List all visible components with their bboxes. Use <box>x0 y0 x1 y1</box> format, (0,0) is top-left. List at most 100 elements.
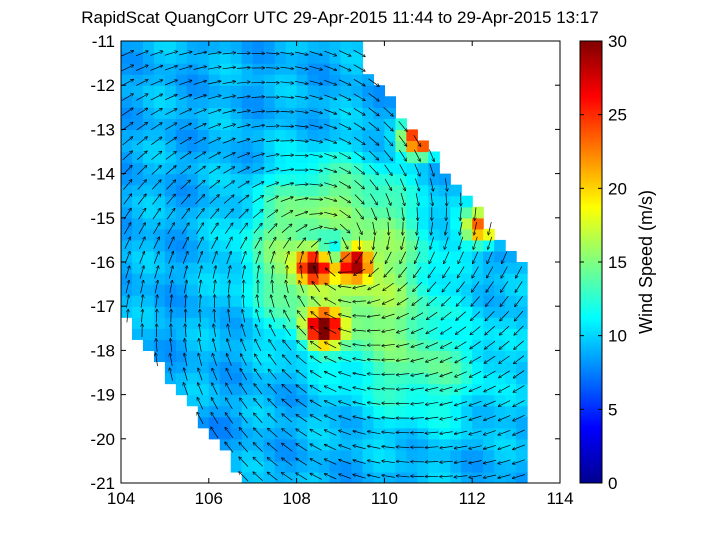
heatmap-cell <box>384 262 396 274</box>
wind-vector <box>283 325 291 337</box>
wind-vector <box>253 223 262 234</box>
heatmap-cell <box>230 74 243 86</box>
wind-vector <box>401 236 405 250</box>
heatmap-cell <box>263 460 276 473</box>
heatmap-cell <box>285 460 298 473</box>
wind-vector <box>167 237 174 249</box>
heatmap-cell <box>274 118 287 130</box>
heatmap-cell <box>307 118 320 130</box>
wind-vector <box>339 166 350 173</box>
heatmap-cell <box>230 449 243 462</box>
heatmap-cell <box>340 206 353 219</box>
heatmap-cell <box>307 239 320 252</box>
heatmap-cell <box>505 339 517 351</box>
wind-vector <box>310 239 321 248</box>
heatmap-cell <box>285 173 298 186</box>
heatmap-cell <box>428 427 440 440</box>
heatmap-cell <box>208 361 221 374</box>
heatmap-cell <box>329 449 342 462</box>
wind-vector <box>324 109 336 115</box>
heatmap-cell <box>175 284 188 296</box>
heatmap-cell <box>406 206 418 219</box>
heatmap-cell <box>329 339 342 351</box>
wind-vector <box>311 327 322 335</box>
wind-vector <box>372 221 375 235</box>
heatmap-cell <box>472 449 484 462</box>
wind-vector <box>136 137 147 146</box>
heatmap-cell <box>175 228 188 241</box>
wind-vector <box>443 266 451 278</box>
heatmap-cell <box>494 449 506 462</box>
heatmap-cell <box>208 184 221 197</box>
wind-vector <box>139 266 144 279</box>
wind-vector <box>498 415 511 421</box>
heatmap-cell <box>472 383 484 396</box>
heatmap-cell <box>428 273 440 285</box>
wind-vector <box>225 413 233 424</box>
heatmap-cell <box>285 129 298 142</box>
heatmap-cell <box>428 438 440 451</box>
heatmap-cell <box>340 107 353 119</box>
wind-vector <box>208 110 220 115</box>
heatmap-cell <box>373 284 385 296</box>
wind-vector <box>513 429 525 435</box>
wind-vector <box>135 65 148 71</box>
heatmap-cell <box>241 118 254 130</box>
heatmap-cell <box>186 317 199 329</box>
heatmap-cell <box>197 63 210 75</box>
heatmap-cell <box>406 350 418 363</box>
heatmap-cell <box>121 129 133 142</box>
wind-vector <box>136 80 148 86</box>
heatmap-cell <box>263 284 276 296</box>
heatmap-cell <box>307 405 320 418</box>
wind-vector <box>194 180 205 190</box>
heatmap-cell <box>274 284 287 296</box>
heatmap-cell <box>329 250 342 263</box>
wind-vector <box>383 282 394 291</box>
heatmap-cell <box>252 173 265 186</box>
wind-vector <box>339 430 352 436</box>
wind-vector <box>265 68 279 69</box>
heatmap-cell <box>274 328 287 340</box>
wind-vector <box>254 428 263 438</box>
wind-vector <box>298 296 306 308</box>
heatmap-cell <box>186 328 199 340</box>
heatmap-cell <box>263 383 276 396</box>
wind-vector <box>199 324 201 338</box>
heatmap-cell <box>241 405 254 418</box>
heatmap-cell <box>406 228 418 241</box>
heatmap-cell <box>263 107 276 119</box>
heatmap-cell <box>274 41 287 53</box>
heatmap-cell <box>241 129 254 142</box>
heatmap-cell <box>296 405 309 418</box>
wind-vector <box>285 295 290 308</box>
heatmap-cell <box>373 151 385 164</box>
heatmap-cell <box>373 85 385 97</box>
wind-vector <box>136 94 147 101</box>
heatmap-cell <box>153 273 166 285</box>
heatmap-cell <box>406 328 418 340</box>
heatmap-cell <box>395 328 407 340</box>
heatmap-cell <box>175 239 188 252</box>
heatmap-cell <box>186 284 199 296</box>
wind-vector <box>283 340 292 351</box>
heatmap-cell <box>340 74 353 86</box>
wind-vector <box>455 341 467 349</box>
heatmap-cell <box>439 372 451 385</box>
heatmap-cell <box>395 217 407 230</box>
heatmap-cell <box>439 328 451 340</box>
heatmap-cell <box>362 306 375 318</box>
heatmap-cell <box>450 317 462 329</box>
heatmap-cell <box>351 328 364 340</box>
heatmap-cell <box>494 339 506 351</box>
heatmap-cell <box>516 361 528 374</box>
heatmap-cell <box>219 52 232 64</box>
heatmap-cell <box>494 438 506 451</box>
heatmap-cell <box>274 107 287 119</box>
colorbar-tick-label: 10 <box>608 327 627 346</box>
colorbar-tick-label: 30 <box>608 32 627 51</box>
wind-vector <box>195 209 204 220</box>
heatmap-cell <box>417 350 429 363</box>
heatmap-cell <box>142 239 155 252</box>
wind-vector <box>325 401 337 407</box>
